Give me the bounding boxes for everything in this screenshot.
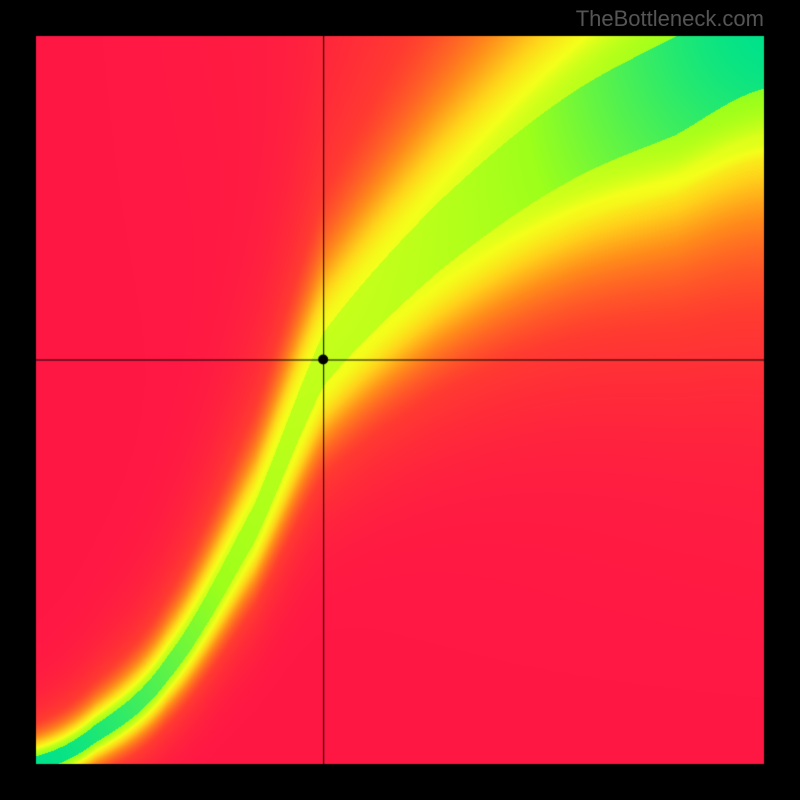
- heatmap-canvas: [0, 0, 800, 800]
- watermark-text: TheBottleneck.com: [576, 6, 764, 32]
- chart-frame: TheBottleneck.com: [0, 0, 800, 800]
